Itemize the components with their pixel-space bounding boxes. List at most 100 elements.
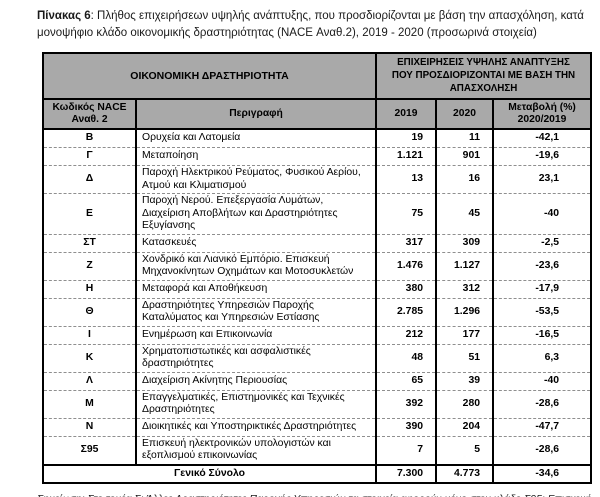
nace-code: Μ [42, 389, 137, 419]
value-2019: 392 [375, 389, 438, 419]
table-row: ΣΤ Κατασκευές 317 309 -2,5 [42, 233, 593, 253]
value-2020: 309 [435, 233, 495, 253]
footnote-label: Σημείωση [37, 494, 82, 497]
table-body: Β Ορυχεία και Λατομεία 19 11 -42,1 Γ Μεταποίησ… [42, 128, 593, 465]
activity-description: Χρηματοπιστωτικές και ασφαλιστικές δραστ… [134, 343, 378, 373]
footnote-text: : Στο τομέα Σ: Άλλες Δραστηριότητες Παρο… [37, 494, 592, 497]
activity-description: Διαχείριση Ακίνητης Περιουσίας [134, 371, 378, 391]
table-row: Ν Διοικητικές και Υποστηρικτικές Δραστηρι… [42, 417, 593, 437]
activity-description: Επισκευή ηλεκτρονικών υπολογιστών και εξ… [134, 435, 378, 465]
nace-code: Λ [42, 371, 137, 391]
column-header-change: Μεταβολή (%) 2020/2019 [492, 98, 593, 130]
column-header-2019: 2019 [375, 98, 438, 130]
change-percent: 6,3 [492, 343, 593, 373]
activity-description: Παροχή Νερού. Επεξεργασία Λυμάτων, Διαχε… [134, 193, 378, 235]
value-2019: 75 [375, 193, 438, 235]
change-percent: -17,9 [492, 279, 593, 299]
change-percent: -16,5 [492, 325, 593, 345]
nace-code: Γ [42, 147, 137, 166]
nace-code: Ζ [42, 251, 137, 281]
value-2020: 1.296 [435, 297, 495, 327]
page-title: Πίνακας 6: Πλήθος επιχειρήσεων υψηλής αν… [37, 8, 594, 41]
value-2019: 13 [375, 165, 438, 194]
table-row: Κ Χρηματοπιστωτικές και ασφαλιστικές δρασ… [42, 343, 593, 373]
header-high-growth-enterprises: ΕΠΙΧΕΙΡΗΣΕΙΣ ΥΨΗΛΗΣ ΑΝΑΠΤΥΞΗΣ ΠΟΥ ΠΡΟΣΔΙ… [375, 52, 593, 101]
table-row: Η Μεταφορά και Αποθήκευση 380 312 -17,9 [42, 279, 593, 299]
nace-code: Δ [42, 165, 137, 194]
table-row: Γ Μεταποίηση 1.121 901 -19,6 [42, 147, 593, 166]
header-economic-activity: ΟΙΚΟΝΟΜΙΚΗ ΔΡΑΣΤΗΡΙΟΤΗΤΑ [41, 52, 378, 101]
activity-description: Χονδρικό και Λιανικό Εμπόριο. Επισκευή Μ… [134, 251, 378, 281]
activity-description: Επαγγελματικές, Επιστημονικές και Τεχνικ… [134, 389, 378, 419]
value-2020: 177 [435, 325, 495, 345]
activity-description: Μεταποίηση [134, 147, 378, 166]
value-2020: 5 [435, 435, 495, 465]
value-2019: 7 [375, 435, 438, 465]
nace-code: Ι [42, 325, 137, 345]
value-2019: 19 [375, 128, 438, 148]
change-percent: -28,6 [492, 389, 593, 419]
column-header-nace-code: Κωδικός NACE Αναθ. 2 [42, 98, 137, 130]
total-change: -34,6 [492, 463, 593, 484]
table-row: Δ Παροχή Ηλεκτρικού Ρεύματος, Φυσικού Αερ… [42, 165, 593, 194]
change-percent: -47,7 [492, 417, 593, 437]
activity-description: Παροχή Ηλεκτρικού Ρεύματος, Φυσικού Αερί… [134, 165, 378, 194]
activity-description: Ορυχεία και Λατομεία [134, 128, 378, 148]
table-row: Λ Διαχείριση Ακίνητης Περιουσίας 65 39 -40 [42, 371, 593, 391]
total-row: Γενικό Σύνολο 7.300 4.773 -34,6 [41, 463, 593, 484]
total-2020: 4.773 [435, 463, 495, 484]
high-growth-enterprises-table: ΟΙΚΟΝΟΜΙΚΗ ΔΡΑΣΤΗΡΙΟΤΗΤΑ ΕΠΙΧΕΙΡΗΣΕΙΣ ΥΨ… [41, 52, 593, 484]
table-row: Ζ Χονδρικό και Λιανικό Εμπόριο. Επισκευή … [42, 251, 593, 281]
column-header-description: Περιγραφή [134, 98, 378, 130]
value-2019: 2.785 [375, 297, 438, 327]
change-percent: -40 [492, 371, 593, 391]
value-2020: 45 [435, 193, 495, 235]
value-2019: 1.476 [375, 251, 438, 281]
value-2020: 51 [435, 343, 495, 373]
table-row: Μ Επαγγελματικές, Επιστημονικές και Τεχνι… [42, 389, 593, 419]
nace-code: Κ [42, 343, 137, 373]
nace-code: ΣΤ [42, 233, 137, 253]
nace-code: Β [42, 128, 137, 148]
value-2020: 39 [435, 371, 495, 391]
table-header: ΟΙΚΟΝΟΜΙΚΗ ΔΡΑΣΤΗΡΙΟΤΗΤΑ ΕΠΙΧΕΙΡΗΣΕΙΣ ΥΨ… [41, 52, 593, 130]
value-2019: 212 [375, 325, 438, 345]
table-row: Ι Ενημέρωση και Επικοινωνία 212 177 -16,5 [42, 325, 593, 345]
table-row: Β Ορυχεία και Λατομεία 19 11 -42,1 [42, 128, 593, 148]
value-2020: 901 [435, 147, 495, 166]
column-header-2020: 2020 [435, 98, 495, 130]
value-2020: 280 [435, 389, 495, 419]
table-number-label: Πίνακας 6 [37, 10, 91, 22]
change-percent: -23,6 [492, 251, 593, 281]
value-2020: 16 [435, 165, 495, 194]
value-2020: 1.127 [435, 251, 495, 281]
nace-code: Ν [42, 417, 137, 437]
total-label: Γενικό Σύνολο [41, 463, 378, 484]
group-header-row: ΟΙΚΟΝΟΜΙΚΗ ΔΡΑΣΤΗΡΙΟΤΗΤΑ ΕΠΙΧΕΙΡΗΣΕΙΣ ΥΨ… [41, 52, 593, 101]
value-2019: 65 [375, 371, 438, 391]
value-2020: 312 [435, 279, 495, 299]
table-row: Σ95 Επισκευή ηλεκτρονικών υπολογιστών και… [42, 435, 593, 465]
activity-description: Ενημέρωση και Επικοινωνία [134, 325, 378, 345]
nace-code: Ε [42, 193, 137, 235]
value-2020: 11 [435, 128, 495, 148]
value-2019: 390 [375, 417, 438, 437]
change-percent: -2,5 [492, 233, 593, 253]
footnote: Σημείωση: Στο τομέα Σ: Άλλες Δραστηριότη… [37, 492, 594, 497]
value-2020: 204 [435, 417, 495, 437]
table-title-text: : Πλήθος επιχειρήσεων υψηλής ανάπτυξης, … [37, 10, 584, 39]
nace-code: Θ [42, 297, 137, 327]
change-percent: -40 [492, 193, 593, 235]
change-percent: -42,1 [492, 128, 593, 148]
column-header-row: Κωδικός NACE Αναθ. 2 Περιγραφή 2019 2020… [42, 98, 593, 130]
value-2019: 1.121 [375, 147, 438, 166]
activity-description: Δραστηριότητες Υπηρεσιών Παροχής Καταλύμ… [134, 297, 378, 327]
value-2019: 380 [375, 279, 438, 299]
change-percent: -28,6 [492, 435, 593, 465]
change-percent: -19,6 [492, 147, 593, 166]
change-percent: -53,5 [492, 297, 593, 327]
value-2019: 317 [375, 233, 438, 253]
table-footer: Γενικό Σύνολο 7.300 4.773 -34,6 [41, 463, 593, 484]
nace-code: Σ95 [42, 435, 137, 465]
